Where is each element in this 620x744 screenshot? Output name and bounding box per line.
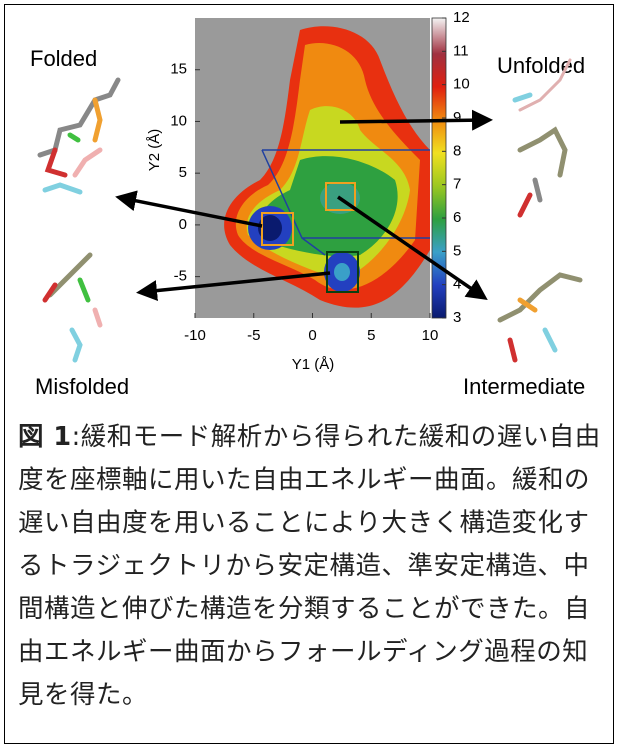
colorbar-tick-label: 6 [453,209,461,226]
x-tick-label: 10 [422,327,439,344]
y-tick-label: 5 [179,164,187,181]
y-tick-label: 10 [170,112,187,129]
colorbar-tick-label: 3 [453,309,461,326]
colorbar-tick-label: 11 [453,42,469,59]
colorbar-tick-label: 7 [453,176,461,193]
x-tick-label: 5 [367,327,375,344]
x-tick-label: -10 [184,327,206,344]
caption-text: :緩和モード解析から得られた緩和の遅い自由度を座標軸に用いた自由エネルギー曲面。… [18,422,601,710]
caption-label: 図 1 [18,422,72,452]
y-tick-label: 0 [179,216,187,233]
label-intermediate: Intermediate [463,374,585,399]
x-tick-label: 0 [308,327,316,344]
y-axis-label: Y2 (Å) [146,129,163,172]
colorbar-tick-label: 9 [453,109,461,126]
colorbar-tick-label: 10 [453,76,470,93]
colorbar [432,18,446,318]
y-tick-label: -5 [174,268,187,285]
page: -10-50510-50510153456789101112 Y1 (Å) Y2… [0,0,620,737]
x-axis-label: Y1 (Å) [292,356,335,373]
label-folded: Folded [30,46,97,71]
label-unfolded: Unfolded [497,53,585,78]
colorbar-tick-label: 5 [453,242,461,259]
energy-surface [195,18,430,318]
colorbar-tick-label: 12 [453,9,470,26]
label-misfolded: Misfolded [35,374,129,399]
caption: 図 1:緩和モード解析から得られた緩和の遅い自由度を座標軸に用いた自由エネルギー… [18,416,606,717]
colorbar-tick-label: 8 [453,142,461,159]
x-tick-label: -5 [247,327,260,344]
y-tick-label: 15 [170,61,187,78]
